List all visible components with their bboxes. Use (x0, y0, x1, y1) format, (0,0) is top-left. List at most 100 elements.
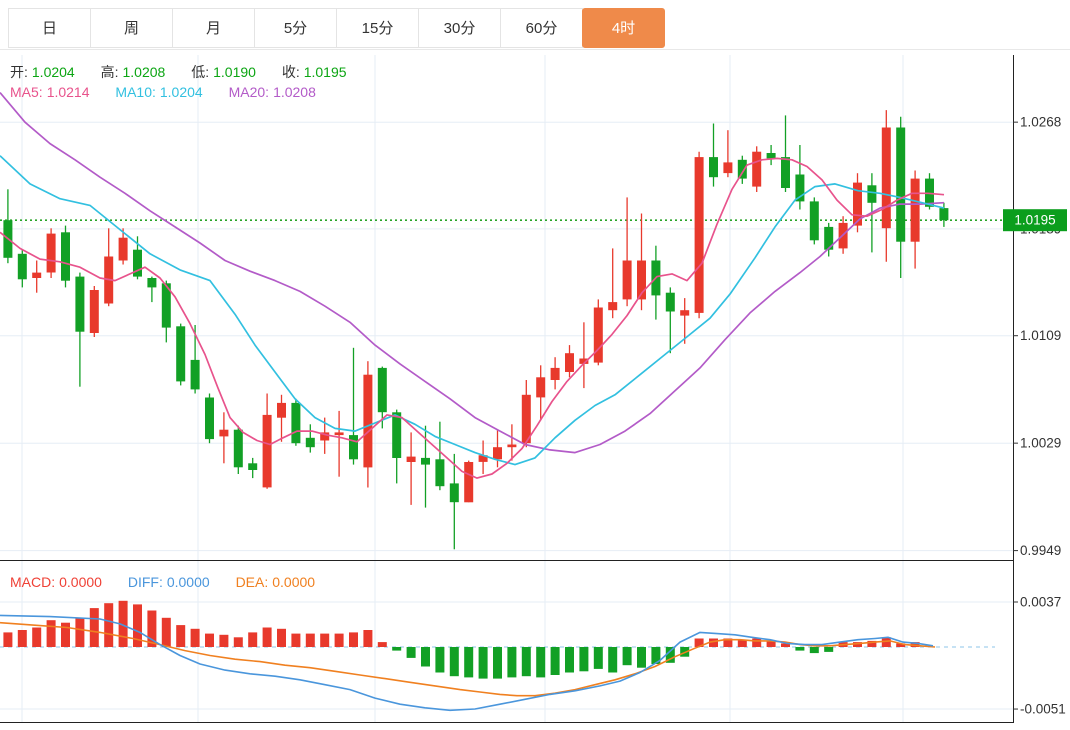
tab-5分[interactable]: 5分 (254, 8, 337, 48)
candle-body (421, 457, 430, 465)
macd-bar (809, 647, 819, 654)
macd-bar (305, 633, 315, 647)
macd-bar (104, 603, 114, 647)
candle-body (349, 435, 358, 460)
tab-60分[interactable]: 60分 (500, 8, 583, 48)
macd-bar (521, 647, 531, 677)
candle-body (291, 402, 301, 444)
candle-body (392, 412, 402, 458)
candle-body (809, 201, 819, 241)
axis-tick-label: 0.0037 (1020, 594, 1061, 609)
macd-bar (291, 633, 301, 647)
tabbar-divider (0, 49, 1070, 50)
macd-bar (795, 647, 805, 651)
candle-body (449, 483, 459, 503)
macd-bar (349, 632, 358, 647)
diff-label: DIFF: (127, 574, 163, 590)
axis-tick-label: -0.0051 (1020, 702, 1066, 717)
current-price-badge-value: 1.0195 (1014, 213, 1055, 228)
diff-line (0, 614, 934, 712)
diff-value: 0.0000 (166, 574, 210, 590)
macd-bar (881, 637, 891, 647)
ma5-value: 1.0214 (46, 84, 90, 100)
candle-body (161, 283, 171, 328)
candle-body (881, 127, 891, 229)
candle-body (723, 162, 733, 174)
candle-body (190, 359, 200, 390)
candle-body (205, 397, 214, 440)
macd-bar (334, 633, 344, 647)
ma10-line (0, 155, 945, 466)
candle-body (277, 402, 286, 418)
tab-4时[interactable]: 4时 (582, 8, 665, 48)
close-value: 1.0195 (303, 64, 347, 80)
macd-bar (579, 647, 589, 672)
ma-legend: MA5: 1.0214 MA10: 1.0204 MA20: 1.0208 (10, 84, 320, 100)
macd-bar (363, 630, 373, 647)
candle-body (824, 226, 834, 250)
macd-bar (464, 647, 474, 678)
macd-bar (737, 639, 747, 647)
candle-body (305, 437, 315, 448)
candle-body (176, 326, 186, 382)
tab-15分[interactable]: 15分 (336, 8, 419, 48)
tab-30分[interactable]: 30分 (418, 8, 501, 48)
candle-body (219, 429, 229, 437)
candle-body (248, 463, 258, 470)
candle-body (320, 432, 330, 441)
candle-body (493, 447, 502, 460)
macd-bar (709, 638, 718, 647)
open-label: 开: (10, 64, 28, 80)
macd-bar (161, 617, 171, 647)
macd-bar (867, 640, 877, 647)
dea-value: 0.0000 (272, 574, 316, 590)
macd-bar (622, 647, 632, 666)
macd-bar (824, 647, 834, 652)
interval-tabbar: 日周月 5分 15分 30分 60分 4时 (8, 8, 665, 48)
macd-bar (507, 647, 517, 678)
macd-bar (262, 627, 272, 647)
candle-body (147, 278, 157, 288)
candle-body (435, 459, 445, 487)
open-value: 1.0204 (31, 64, 75, 80)
macd-bar (896, 643, 906, 647)
candle-body (579, 358, 589, 364)
candle-body (709, 157, 718, 178)
current-price-badge (1003, 209, 1067, 232)
axis-tick-label: 1.0268 (1020, 115, 1061, 130)
candles (3, 110, 949, 550)
macd-bar (550, 647, 560, 675)
candle-body (680, 310, 690, 316)
candle-body (939, 208, 949, 221)
y-axis-labels: 1.02681.01891.01091.00290.99490.0037-0.0… (1013, 115, 1066, 717)
macd-bar (435, 647, 445, 673)
candle-body (593, 307, 603, 363)
macd-bar (723, 638, 733, 647)
candle-body (507, 444, 517, 448)
candle-body (622, 260, 632, 300)
ma10-value: 1.0204 (159, 84, 203, 100)
macd-bar (406, 647, 416, 658)
tab-月[interactable]: 月 (172, 8, 255, 48)
tab-周[interactable]: 周 (90, 8, 173, 48)
macd-bar (233, 637, 243, 647)
tab-日[interactable]: 日 (8, 8, 91, 48)
candle-body (61, 232, 70, 281)
macd-bar (248, 632, 258, 647)
panel-borders (0, 55, 1014, 723)
candle-body (896, 127, 906, 242)
candle-body (637, 260, 646, 300)
candle-body (233, 429, 243, 468)
macd-bar (3, 632, 13, 647)
ma5-line (0, 157, 945, 479)
macd-bar (89, 608, 99, 647)
macd-bar (910, 642, 920, 647)
macd-bar (147, 610, 157, 647)
candle-body (406, 456, 416, 462)
candle-body (550, 367, 560, 380)
candle-body (464, 462, 474, 503)
axis-tick-label: 1.0029 (1020, 436, 1061, 451)
macd-bar (781, 643, 790, 647)
